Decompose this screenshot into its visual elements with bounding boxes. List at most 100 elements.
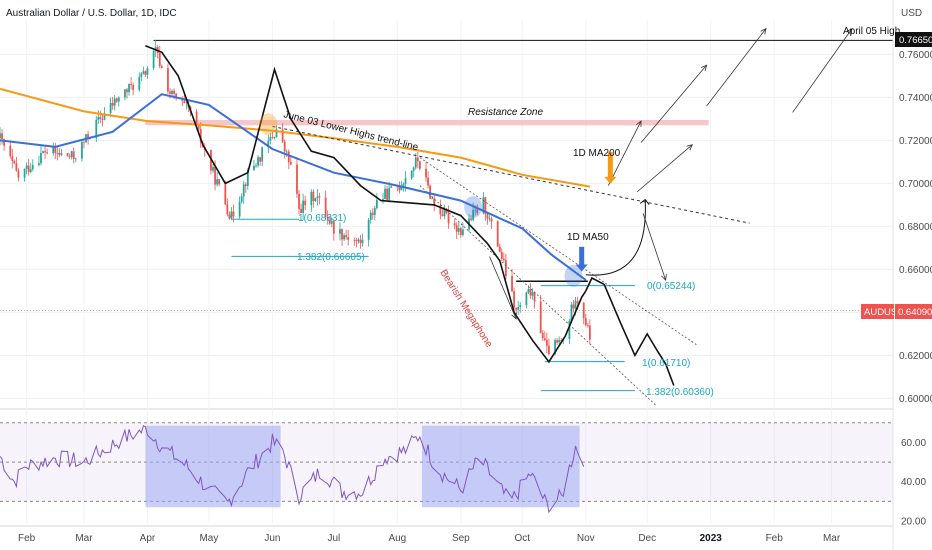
candle-body [132,84,135,90]
candle-body [287,151,290,162]
candle-body [429,185,432,199]
candle-body [52,147,55,154]
price-tick-label: 0.70000 [899,179,932,190]
candle-body [304,200,307,206]
candle-body [167,68,169,92]
time-tick-label: Aug [388,533,406,544]
candle-body [382,199,384,200]
rsi-line [0,424,585,514]
candle-body [431,198,434,200]
candle-body [23,168,26,178]
candle-body [572,304,575,309]
candle-body [496,221,499,247]
price-tick-label: 0.66000 [899,265,932,276]
candle-body [224,184,227,205]
candle-body [289,161,292,165]
candle-body [373,208,376,215]
resistance-zone [145,119,709,126]
candle-body [244,184,247,186]
ma50-line [0,93,587,281]
fib-b-1382-label: 1.382(0.60360) [646,387,714,398]
candle-body [113,98,116,106]
candle-body [525,292,528,306]
candle-body [257,157,259,166]
candle-body [500,251,503,259]
candle-body [554,340,556,355]
projection-arrow-2 [706,28,767,107]
candle-body [117,97,120,102]
projection-arrow-4-head [636,120,642,128]
candle-body [273,137,276,138]
candle-body [228,214,231,219]
candle-body [285,151,288,153]
grid [0,20,893,523]
projection-arrow-6 [642,213,667,281]
candle-body [15,163,18,171]
candle-body [111,102,114,106]
candle-body [40,153,42,164]
megaphone-lower [419,185,656,406]
candle-body [27,165,30,172]
highlight-circle [259,113,278,136]
candle-body [0,133,1,139]
projection-arrow-3 [792,28,853,113]
candle-body [226,204,229,215]
ma200-line [0,87,591,188]
candle-body [130,83,132,85]
candle-body [9,145,12,157]
candle-body [218,179,221,185]
candle-body [99,117,102,119]
candle-body [13,160,16,164]
candle-body [353,239,356,241]
price-tick-label: 0.72000 [899,136,932,147]
fractal-projection-line [145,45,675,386]
candle-body [402,183,405,187]
candle-body [140,73,143,77]
candle-body [425,168,427,178]
candle-body [81,142,83,159]
candle-body [66,153,69,157]
projection-arrow-1-head [700,64,708,72]
candle-body [56,152,59,154]
candle-body [416,157,419,162]
time-tick-label: Feb [766,533,784,544]
candle-body [488,218,491,220]
april-high-price-tag: 0.76650 [895,32,932,47]
time-tick-label: Dec [638,533,656,544]
candle-body [1,133,3,140]
candle-body [300,208,302,213]
candle-body [455,225,458,232]
price-tick-label: 0.74000 [899,93,932,104]
candle-body [17,170,20,178]
candle-body [255,165,257,167]
megaphone-arrow [489,256,517,320]
candle-body [283,141,286,152]
candle-body [529,288,532,296]
candle-body [128,83,130,93]
candle-body [70,151,73,158]
ma200-arrow [607,152,613,178]
ma50-label: 1D MA50 [567,232,609,243]
projection-arrow-5 [636,144,693,193]
candle-body [312,191,315,202]
candle-body [371,212,374,215]
candle-body [232,211,235,217]
candle-body [230,211,233,219]
candle-body [539,301,542,333]
candle-body [474,209,477,211]
candle-body [195,111,198,125]
annotations-layer [145,27,853,406]
candle-body [367,219,370,240]
candle-body [38,163,40,166]
candle-body [83,142,85,143]
candle-body [490,218,493,222]
chart-title: Australian Dollar / U.S. Dollar, 1D, IDC [6,8,177,19]
highlight-circle [564,264,583,287]
candle-body [42,151,44,154]
candle-body [343,235,345,240]
april-high-annotation: April 05 High [843,26,900,37]
curved-arrow [585,199,646,276]
time-tick-label: Mar [823,533,841,544]
candle-body [267,140,270,148]
